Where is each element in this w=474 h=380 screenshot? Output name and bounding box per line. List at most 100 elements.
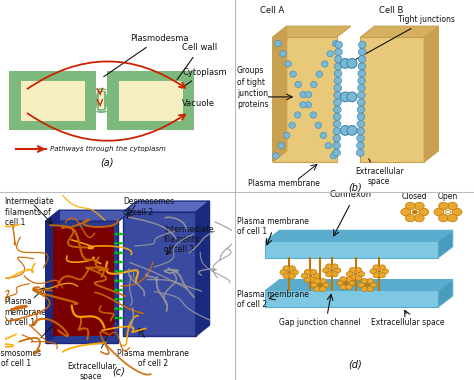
Circle shape [446, 210, 450, 214]
Circle shape [405, 202, 415, 210]
Polygon shape [273, 26, 287, 162]
Ellipse shape [335, 48, 342, 55]
Ellipse shape [358, 77, 365, 84]
Circle shape [115, 261, 118, 263]
Text: Gap junction channel: Gap junction channel [279, 318, 361, 327]
Ellipse shape [356, 149, 364, 156]
Circle shape [382, 269, 388, 274]
Circle shape [405, 214, 415, 222]
Circle shape [346, 285, 352, 290]
Circle shape [119, 242, 122, 244]
Circle shape [115, 307, 118, 310]
Circle shape [367, 287, 374, 291]
Ellipse shape [347, 92, 357, 102]
Ellipse shape [357, 135, 365, 142]
Circle shape [401, 208, 410, 216]
Ellipse shape [334, 106, 341, 113]
Ellipse shape [335, 55, 342, 63]
Circle shape [330, 269, 334, 272]
Ellipse shape [330, 153, 337, 159]
Ellipse shape [357, 128, 365, 135]
Polygon shape [424, 26, 438, 162]
Ellipse shape [340, 92, 350, 102]
Polygon shape [53, 226, 114, 336]
Circle shape [119, 270, 122, 272]
Circle shape [119, 279, 122, 282]
Ellipse shape [305, 92, 312, 98]
Circle shape [349, 268, 356, 272]
Polygon shape [265, 230, 453, 241]
Polygon shape [265, 241, 438, 258]
Circle shape [346, 277, 352, 282]
Circle shape [337, 281, 343, 286]
Circle shape [314, 279, 320, 283]
Text: Plasma membrane
of cell 1: Plasma membrane of cell 1 [237, 217, 309, 236]
Circle shape [119, 261, 122, 263]
Ellipse shape [295, 81, 301, 87]
Ellipse shape [321, 61, 328, 67]
Circle shape [331, 272, 338, 277]
Ellipse shape [358, 84, 365, 92]
Polygon shape [123, 212, 196, 336]
Text: Extracellular
space: Extracellular space [355, 159, 403, 187]
Text: Cell wall: Cell wall [177, 43, 218, 80]
Circle shape [319, 284, 321, 286]
Polygon shape [265, 290, 438, 307]
Ellipse shape [357, 113, 365, 120]
Circle shape [119, 317, 122, 319]
Text: Intermediate
filaments of
cell 1: Intermediate filaments of cell 1 [5, 198, 55, 227]
Circle shape [319, 287, 326, 291]
Polygon shape [46, 210, 132, 221]
Text: Closed: Closed [402, 192, 428, 201]
Polygon shape [196, 201, 210, 336]
Circle shape [311, 282, 317, 288]
Circle shape [283, 274, 290, 279]
Circle shape [326, 264, 332, 269]
Text: Desmosomes
of cell 2: Desmosomes of cell 2 [123, 198, 174, 217]
Ellipse shape [333, 120, 341, 128]
Circle shape [379, 273, 385, 278]
Circle shape [283, 266, 290, 271]
Text: (d): (d) [348, 359, 363, 369]
Circle shape [340, 285, 346, 290]
Ellipse shape [283, 132, 290, 139]
Circle shape [438, 202, 448, 210]
Circle shape [452, 208, 462, 216]
Circle shape [292, 270, 298, 275]
Ellipse shape [334, 77, 342, 84]
Circle shape [366, 284, 369, 286]
Circle shape [280, 270, 286, 275]
Circle shape [115, 288, 118, 291]
Circle shape [314, 287, 320, 291]
Circle shape [115, 242, 118, 244]
Text: Open: Open [438, 192, 458, 201]
Ellipse shape [273, 153, 279, 159]
Circle shape [434, 208, 444, 216]
Circle shape [326, 272, 332, 277]
Text: (c): (c) [112, 366, 125, 376]
Bar [17, 78, 88, 124]
Ellipse shape [358, 63, 365, 70]
Bar [17, 78, 88, 124]
Circle shape [119, 233, 122, 235]
Ellipse shape [305, 101, 311, 108]
Polygon shape [123, 201, 210, 212]
Circle shape [379, 265, 385, 270]
Ellipse shape [340, 125, 350, 135]
Circle shape [289, 266, 295, 271]
Ellipse shape [334, 63, 342, 70]
Ellipse shape [358, 41, 366, 48]
Circle shape [370, 282, 376, 288]
Polygon shape [265, 280, 453, 290]
Ellipse shape [357, 120, 365, 128]
Circle shape [310, 277, 317, 282]
Bar [115, 78, 186, 124]
Circle shape [335, 268, 341, 273]
Ellipse shape [333, 113, 341, 120]
Circle shape [119, 307, 122, 310]
Circle shape [119, 288, 122, 291]
Circle shape [115, 317, 118, 319]
Circle shape [115, 233, 118, 235]
Text: Cell A: Cell A [260, 6, 285, 15]
Bar [99, 92, 104, 109]
